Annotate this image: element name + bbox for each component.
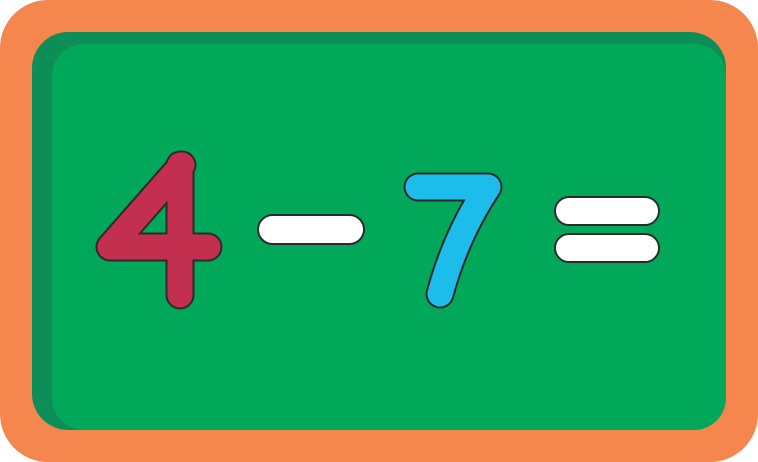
minus-sign-icon <box>257 214 365 245</box>
equals-sign-icon <box>554 196 660 263</box>
second-number-digit <box>403 172 503 309</box>
board-surface <box>52 44 726 430</box>
first-number-digit <box>95 150 223 310</box>
